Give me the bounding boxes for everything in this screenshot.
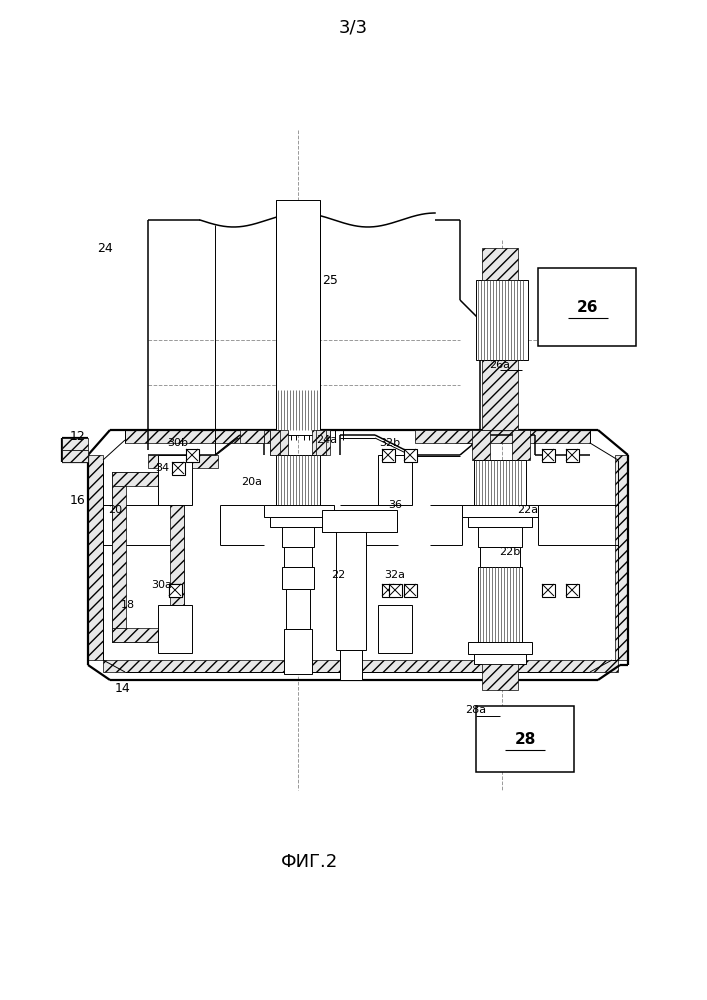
Bar — [112, 486, 126, 628]
Bar — [169, 584, 182, 597]
Bar — [112, 472, 184, 486]
Bar — [169, 584, 182, 597]
Text: 34: 34 — [155, 463, 169, 473]
Bar — [542, 584, 555, 597]
Bar — [264, 505, 334, 517]
Text: 16: 16 — [70, 493, 86, 506]
Bar — [480, 547, 520, 567]
Bar — [340, 650, 362, 680]
Bar — [474, 460, 526, 508]
Bar — [170, 486, 184, 628]
Bar — [389, 584, 402, 597]
Bar — [270, 430, 280, 455]
Bar — [62, 438, 88, 450]
Text: 24: 24 — [97, 241, 113, 254]
Bar — [158, 605, 192, 653]
Text: 30b: 30b — [168, 438, 189, 448]
Bar — [125, 430, 270, 443]
Bar — [538, 268, 636, 346]
Bar — [482, 248, 518, 280]
Text: 30a: 30a — [151, 580, 173, 590]
Bar — [284, 629, 312, 674]
Bar — [382, 584, 395, 597]
Bar — [112, 628, 184, 642]
Bar — [276, 455, 320, 505]
Bar — [566, 584, 579, 597]
Text: 26a: 26a — [489, 360, 510, 370]
Text: 24a: 24a — [317, 435, 337, 445]
Bar — [270, 517, 328, 527]
Text: 22b: 22b — [499, 547, 520, 557]
Bar — [468, 517, 532, 527]
Bar — [460, 430, 590, 443]
Text: 3/3: 3/3 — [339, 19, 368, 37]
Text: 22: 22 — [331, 570, 345, 580]
Bar — [276, 200, 320, 435]
Bar — [482, 360, 518, 430]
Bar — [382, 449, 395, 462]
Text: 12: 12 — [70, 430, 86, 444]
Text: 32b: 32b — [380, 438, 401, 448]
Text: 18: 18 — [121, 600, 135, 610]
Text: 36: 36 — [388, 500, 402, 510]
Bar — [404, 449, 417, 462]
Bar — [378, 455, 412, 505]
Bar — [186, 449, 199, 462]
Bar — [112, 472, 184, 642]
Bar — [415, 430, 475, 443]
Text: 26: 26 — [576, 300, 597, 314]
Bar — [476, 706, 574, 772]
Bar — [615, 455, 628, 660]
Bar — [88, 455, 103, 660]
Bar — [282, 527, 314, 547]
Bar — [542, 449, 555, 462]
Bar — [336, 530, 366, 650]
Bar — [482, 664, 518, 690]
Bar — [476, 280, 528, 360]
Bar — [474, 654, 526, 664]
Bar — [404, 584, 417, 597]
Bar — [158, 455, 192, 505]
Bar — [462, 505, 538, 517]
Bar — [322, 510, 397, 532]
Text: ФИГ.2: ФИГ.2 — [281, 853, 339, 871]
Text: 22a: 22a — [518, 505, 539, 515]
Bar — [103, 660, 618, 672]
Bar — [312, 430, 330, 455]
Bar — [240, 430, 264, 443]
Bar — [286, 589, 310, 629]
Bar — [378, 605, 412, 653]
Bar — [148, 455, 218, 468]
Text: 25: 25 — [322, 273, 338, 286]
Bar — [468, 642, 532, 654]
Bar — [282, 567, 314, 589]
Text: 32a: 32a — [385, 570, 406, 580]
Bar — [270, 430, 288, 455]
Bar — [566, 449, 579, 462]
Text: 28a: 28a — [465, 705, 486, 715]
Bar — [172, 462, 185, 475]
Bar — [62, 450, 88, 462]
Text: 20: 20 — [108, 505, 122, 515]
Text: 20a: 20a — [242, 477, 262, 487]
Bar — [478, 527, 522, 547]
Text: 28: 28 — [514, 732, 536, 746]
Text: 14: 14 — [115, 682, 131, 694]
Bar — [512, 430, 530, 460]
Bar — [472, 430, 490, 460]
Bar — [478, 567, 522, 642]
Bar — [284, 547, 312, 567]
Bar — [316, 430, 326, 455]
